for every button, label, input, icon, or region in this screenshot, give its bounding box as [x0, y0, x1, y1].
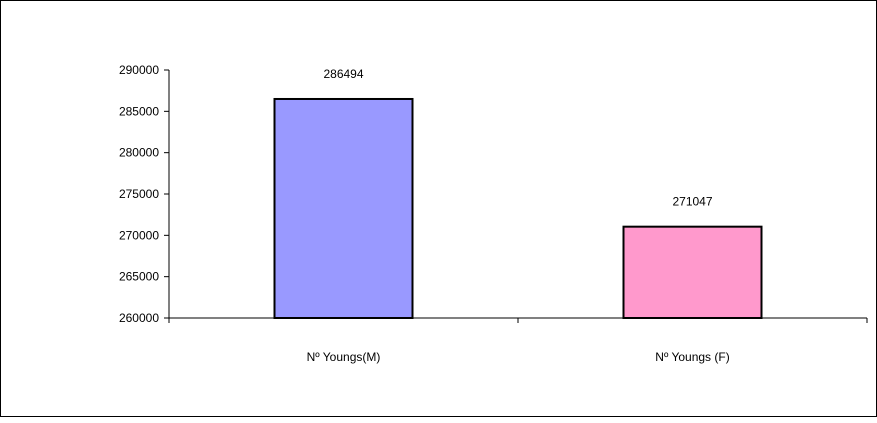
data-label: 286494 [323, 67, 363, 81]
bar [273, 97, 414, 319]
y-tick-label: 260000 [119, 311, 159, 325]
y-tick-label: 290000 [119, 63, 159, 77]
y-tick-label: 280000 [119, 146, 159, 160]
y-tick-label: 270000 [119, 228, 159, 242]
data-label: 271047 [672, 195, 712, 209]
bar [622, 225, 763, 319]
y-tick-label: 275000 [119, 187, 159, 201]
x-axis: Nº Youngs(M) Nº Youngs (F) [168, 317, 868, 364]
x-category-label: Nº Youngs (F) [655, 350, 729, 364]
y-tick-label: 265000 [119, 270, 159, 284]
y-tick-label: 285000 [119, 104, 159, 118]
bars: 286494 271047 [273, 67, 763, 319]
x-category-label: Nº Youngs(M) [307, 350, 381, 364]
y-axis: 260000 265000 270000 275000 280000 285000 2900… [119, 63, 170, 325]
